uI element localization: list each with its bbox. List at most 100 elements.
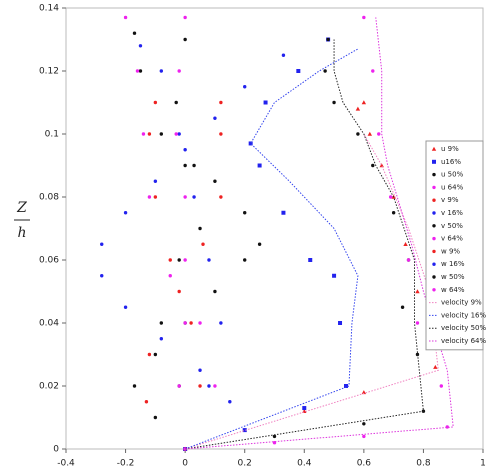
legend-label: v 50% [441,222,463,230]
y-tick-label: 0.06 [39,256,59,266]
data-point [147,195,152,199]
legend-swatch [432,262,436,266]
data-point [371,163,375,168]
legend-label: u16% [441,158,461,166]
legend-label: velocity 9% [441,299,482,307]
x-tick-label: 0.4 [297,459,312,469]
data-point [391,211,396,215]
data-point [174,100,178,105]
data-point [153,195,158,199]
data-point [338,321,343,325]
data-point [183,195,187,199]
data-point [153,352,158,357]
data-point [355,106,361,111]
y-tick-label: 0.12 [39,67,59,77]
legend-label: velocity 16% [441,311,486,319]
data-point [248,141,253,146]
data-point [177,289,181,294]
data-point [263,100,268,105]
x-tick-label: 0.8 [416,459,431,469]
data-point [159,337,164,341]
y-tick-label: 0.1 [45,130,59,140]
data-point [400,305,405,309]
velocity-line [184,48,359,450]
legend-swatch [432,236,436,241]
legend-label: u 9% [441,145,459,153]
data-point [415,321,420,325]
data-point [138,69,143,73]
data-point [177,258,181,262]
data-point [144,400,149,404]
data-point [243,258,247,262]
data-point [219,132,223,136]
data-point [147,352,152,357]
data-point [272,434,277,439]
legend-label: u 50% [441,171,464,179]
data-point [281,53,286,57]
x-tick-label: 0.2 [238,459,252,469]
legend-swatch [432,288,436,292]
data-point [123,15,128,20]
data-point [362,422,366,426]
data-point [100,274,104,278]
data-point [213,179,217,183]
data-point [281,210,286,215]
x-tick-label: -0.4 [57,459,75,469]
data-point [183,15,187,20]
data-point [302,406,307,411]
data-point [183,321,187,325]
legend-swatch [432,172,436,177]
data-point [403,242,408,247]
data-point [379,163,384,168]
y-tick-label: 0 [53,445,59,455]
data-point [406,258,411,262]
data-point [192,163,196,168]
data-point [213,289,217,294]
data-point [132,384,137,388]
legend-label: velocity 50% [441,324,486,332]
legend-swatch [431,146,437,151]
data-point [174,132,178,136]
data-point [177,384,181,388]
data-point [242,428,247,433]
legend-swatch [432,185,436,190]
data-point [123,305,128,309]
data-point [201,242,205,246]
y-label-denominator: h [17,225,26,241]
data-point [361,390,367,395]
data-point [343,384,348,388]
data-point [123,211,128,215]
data-point [367,131,373,136]
data-point [153,179,158,183]
data-point [159,69,164,73]
data-point [153,100,158,105]
data-point [439,384,443,388]
velocity-line [185,17,454,450]
legend-label: w 50% [441,273,465,281]
data-point [198,226,202,231]
data-point [183,37,187,42]
data-point [371,69,375,73]
data-point [296,69,301,73]
data-point [308,258,313,262]
legend-label: w 64% [441,286,465,294]
legend-swatch [432,159,436,164]
data-point [153,415,158,420]
data-point [198,368,202,372]
x-tick-label: 0 [182,459,188,469]
legend-label: u 64% [441,183,464,191]
legend-swatch [432,211,436,215]
y-tick-label: 0.08 [39,193,59,203]
data-point [323,69,327,73]
velocity-line [185,39,424,450]
data-point [213,116,217,120]
x-tick-label: 1 [480,459,486,469]
data-point [356,132,360,136]
legend-label: v 9% [441,196,459,204]
velocity-line [184,133,439,450]
data-point [135,69,140,73]
data-point [100,242,104,246]
plot-frame [65,7,484,450]
data-point [362,434,366,439]
data-point [243,211,247,215]
